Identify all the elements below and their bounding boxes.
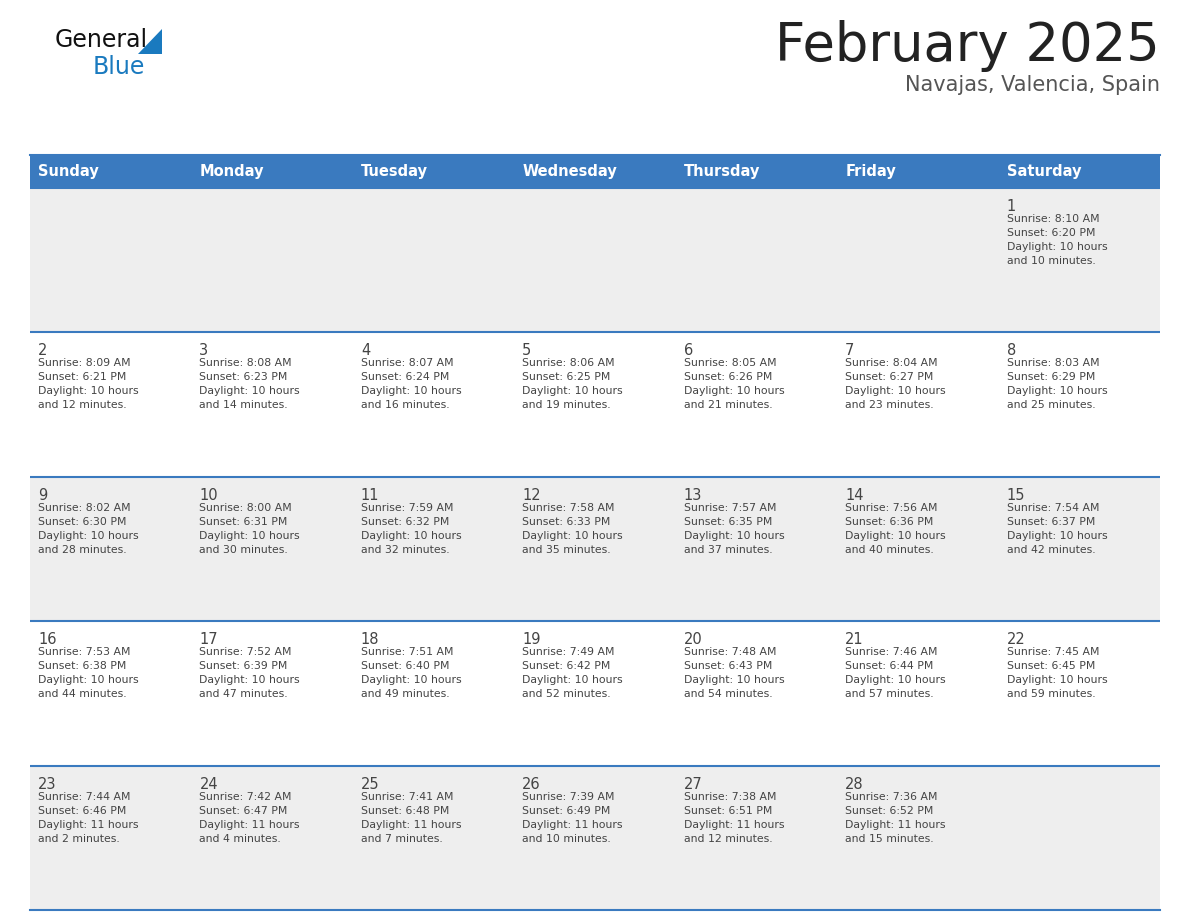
Text: Sunrise: 8:10 AM
Sunset: 6:20 PM
Daylight: 10 hours
and 10 minutes.: Sunrise: 8:10 AM Sunset: 6:20 PM Dayligh… <box>1006 214 1107 266</box>
Text: Sunrise: 8:04 AM
Sunset: 6:27 PM
Daylight: 10 hours
and 23 minutes.: Sunrise: 8:04 AM Sunset: 6:27 PM Dayligh… <box>845 358 946 410</box>
Bar <box>30 621 1159 766</box>
Text: 7: 7 <box>845 343 854 358</box>
Text: 9: 9 <box>38 487 48 503</box>
Text: 3: 3 <box>200 343 209 358</box>
Text: Sunrise: 7:52 AM
Sunset: 6:39 PM
Daylight: 10 hours
and 47 minutes.: Sunrise: 7:52 AM Sunset: 6:39 PM Dayligh… <box>200 647 301 700</box>
Text: 26: 26 <box>523 777 541 791</box>
Text: Sunrise: 7:36 AM
Sunset: 6:52 PM
Daylight: 11 hours
and 15 minutes.: Sunrise: 7:36 AM Sunset: 6:52 PM Dayligh… <box>845 791 946 844</box>
Text: Sunrise: 7:44 AM
Sunset: 6:46 PM
Daylight: 11 hours
and 2 minutes.: Sunrise: 7:44 AM Sunset: 6:46 PM Dayligh… <box>38 791 139 844</box>
Text: Sunrise: 7:51 AM
Sunset: 6:40 PM
Daylight: 10 hours
and 49 minutes.: Sunrise: 7:51 AM Sunset: 6:40 PM Dayligh… <box>361 647 461 700</box>
Text: 13: 13 <box>684 487 702 503</box>
Text: Navajas, Valencia, Spain: Navajas, Valencia, Spain <box>905 75 1159 95</box>
Text: Sunrise: 7:38 AM
Sunset: 6:51 PM
Daylight: 11 hours
and 12 minutes.: Sunrise: 7:38 AM Sunset: 6:51 PM Dayligh… <box>684 791 784 844</box>
Text: Sunrise: 7:45 AM
Sunset: 6:45 PM
Daylight: 10 hours
and 59 minutes.: Sunrise: 7:45 AM Sunset: 6:45 PM Dayligh… <box>1006 647 1107 700</box>
Text: Sunrise: 7:41 AM
Sunset: 6:48 PM
Daylight: 11 hours
and 7 minutes.: Sunrise: 7:41 AM Sunset: 6:48 PM Dayligh… <box>361 791 461 844</box>
Text: 5: 5 <box>523 343 531 358</box>
Text: Sunrise: 8:08 AM
Sunset: 6:23 PM
Daylight: 10 hours
and 14 minutes.: Sunrise: 8:08 AM Sunset: 6:23 PM Dayligh… <box>200 358 301 410</box>
Text: Sunrise: 7:42 AM
Sunset: 6:47 PM
Daylight: 11 hours
and 4 minutes.: Sunrise: 7:42 AM Sunset: 6:47 PM Dayligh… <box>200 791 299 844</box>
Text: 2: 2 <box>38 343 48 358</box>
Text: 24: 24 <box>200 777 219 791</box>
Text: 22: 22 <box>1006 633 1025 647</box>
Text: Friday: Friday <box>845 164 896 179</box>
Text: 17: 17 <box>200 633 219 647</box>
Text: Sunrise: 8:09 AM
Sunset: 6:21 PM
Daylight: 10 hours
and 12 minutes.: Sunrise: 8:09 AM Sunset: 6:21 PM Dayligh… <box>38 358 139 410</box>
Text: Sunrise: 7:58 AM
Sunset: 6:33 PM
Daylight: 10 hours
and 35 minutes.: Sunrise: 7:58 AM Sunset: 6:33 PM Dayligh… <box>523 503 623 554</box>
Text: 12: 12 <box>523 487 541 503</box>
Bar <box>30 766 1159 910</box>
Text: 20: 20 <box>684 633 702 647</box>
Text: 10: 10 <box>200 487 219 503</box>
Text: 4: 4 <box>361 343 371 358</box>
Text: 14: 14 <box>845 487 864 503</box>
Text: 19: 19 <box>523 633 541 647</box>
Text: Sunrise: 8:03 AM
Sunset: 6:29 PM
Daylight: 10 hours
and 25 minutes.: Sunrise: 8:03 AM Sunset: 6:29 PM Dayligh… <box>1006 358 1107 410</box>
Text: Sunrise: 7:57 AM
Sunset: 6:35 PM
Daylight: 10 hours
and 37 minutes.: Sunrise: 7:57 AM Sunset: 6:35 PM Dayligh… <box>684 503 784 554</box>
Text: Sunrise: 8:05 AM
Sunset: 6:26 PM
Daylight: 10 hours
and 21 minutes.: Sunrise: 8:05 AM Sunset: 6:26 PM Dayligh… <box>684 358 784 410</box>
Text: 1: 1 <box>1006 199 1016 214</box>
Text: Sunrise: 8:00 AM
Sunset: 6:31 PM
Daylight: 10 hours
and 30 minutes.: Sunrise: 8:00 AM Sunset: 6:31 PM Dayligh… <box>200 503 301 554</box>
Text: 6: 6 <box>684 343 693 358</box>
Text: Sunrise: 7:54 AM
Sunset: 6:37 PM
Daylight: 10 hours
and 42 minutes.: Sunrise: 7:54 AM Sunset: 6:37 PM Dayligh… <box>1006 503 1107 554</box>
Bar <box>30 188 1159 332</box>
Text: Sunrise: 8:02 AM
Sunset: 6:30 PM
Daylight: 10 hours
and 28 minutes.: Sunrise: 8:02 AM Sunset: 6:30 PM Dayligh… <box>38 503 139 554</box>
Text: 28: 28 <box>845 777 864 791</box>
Text: 11: 11 <box>361 487 379 503</box>
Text: 15: 15 <box>1006 487 1025 503</box>
Text: Blue: Blue <box>93 55 145 79</box>
Polygon shape <box>138 29 162 54</box>
Text: Sunrise: 8:07 AM
Sunset: 6:24 PM
Daylight: 10 hours
and 16 minutes.: Sunrise: 8:07 AM Sunset: 6:24 PM Dayligh… <box>361 358 461 410</box>
Text: 18: 18 <box>361 633 379 647</box>
Text: Sunrise: 7:48 AM
Sunset: 6:43 PM
Daylight: 10 hours
and 54 minutes.: Sunrise: 7:48 AM Sunset: 6:43 PM Dayligh… <box>684 647 784 700</box>
Text: Sunrise: 7:49 AM
Sunset: 6:42 PM
Daylight: 10 hours
and 52 minutes.: Sunrise: 7:49 AM Sunset: 6:42 PM Dayligh… <box>523 647 623 700</box>
Text: Monday: Monday <box>200 164 264 179</box>
Text: General: General <box>55 28 148 52</box>
Text: 23: 23 <box>38 777 57 791</box>
Text: Sunday: Sunday <box>38 164 99 179</box>
Text: Thursday: Thursday <box>684 164 760 179</box>
Bar <box>30 476 1159 621</box>
Text: Sunrise: 7:59 AM
Sunset: 6:32 PM
Daylight: 10 hours
and 32 minutes.: Sunrise: 7:59 AM Sunset: 6:32 PM Dayligh… <box>361 503 461 554</box>
Bar <box>30 155 1159 188</box>
Text: 27: 27 <box>684 777 702 791</box>
Text: Saturday: Saturday <box>1006 164 1081 179</box>
Text: February 2025: February 2025 <box>776 20 1159 72</box>
Text: Sunrise: 7:46 AM
Sunset: 6:44 PM
Daylight: 10 hours
and 57 minutes.: Sunrise: 7:46 AM Sunset: 6:44 PM Dayligh… <box>845 647 946 700</box>
Bar <box>30 332 1159 476</box>
Text: Sunrise: 7:39 AM
Sunset: 6:49 PM
Daylight: 11 hours
and 10 minutes.: Sunrise: 7:39 AM Sunset: 6:49 PM Dayligh… <box>523 791 623 844</box>
Text: Sunrise: 7:56 AM
Sunset: 6:36 PM
Daylight: 10 hours
and 40 minutes.: Sunrise: 7:56 AM Sunset: 6:36 PM Dayligh… <box>845 503 946 554</box>
Text: Sunrise: 8:06 AM
Sunset: 6:25 PM
Daylight: 10 hours
and 19 minutes.: Sunrise: 8:06 AM Sunset: 6:25 PM Dayligh… <box>523 358 623 410</box>
Text: 21: 21 <box>845 633 864 647</box>
Text: 8: 8 <box>1006 343 1016 358</box>
Text: Tuesday: Tuesday <box>361 164 428 179</box>
Text: Wednesday: Wednesday <box>523 164 617 179</box>
Text: 16: 16 <box>38 633 57 647</box>
Text: Sunrise: 7:53 AM
Sunset: 6:38 PM
Daylight: 10 hours
and 44 minutes.: Sunrise: 7:53 AM Sunset: 6:38 PM Dayligh… <box>38 647 139 700</box>
Text: 25: 25 <box>361 777 379 791</box>
